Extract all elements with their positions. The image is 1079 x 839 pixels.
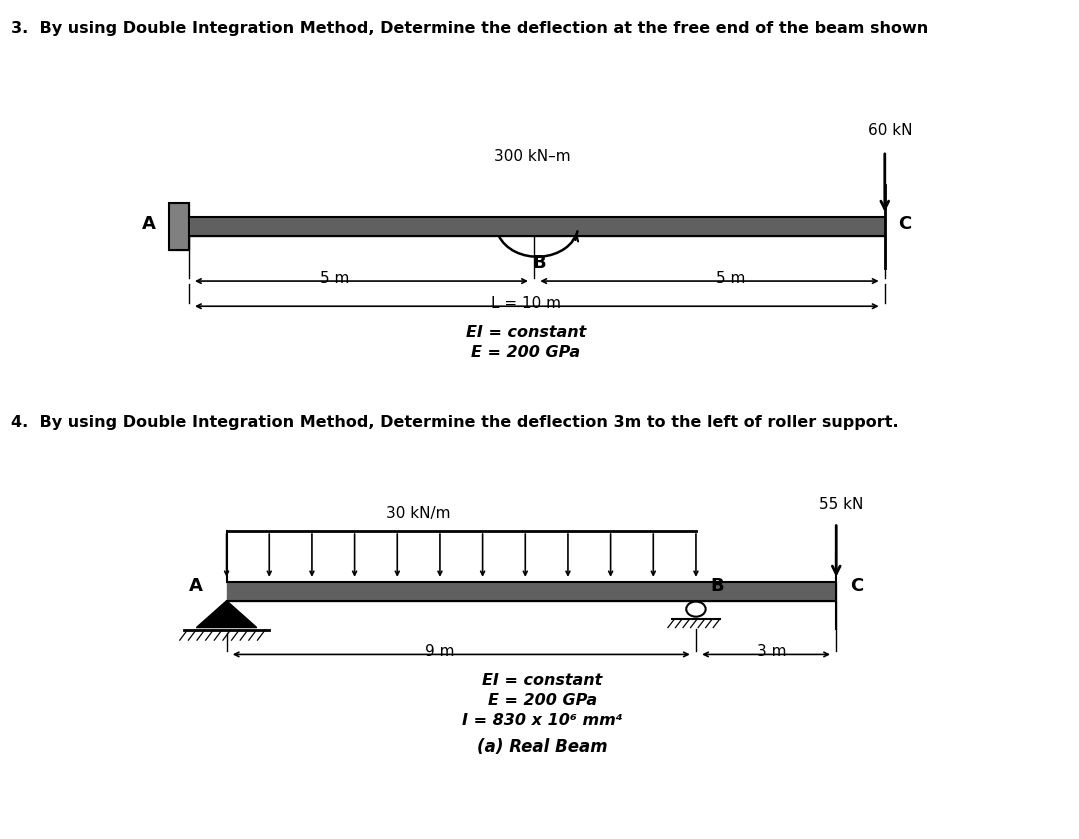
Text: C: C xyxy=(898,215,911,233)
Text: A: A xyxy=(189,577,203,596)
Bar xyxy=(189,217,885,236)
Text: C: C xyxy=(850,577,863,596)
Text: I = 830 x 10⁶ mm⁴: I = 830 x 10⁶ mm⁴ xyxy=(462,713,623,728)
Text: B: B xyxy=(710,577,724,596)
Bar xyxy=(227,582,836,601)
Text: 5 m: 5 m xyxy=(716,271,746,286)
Text: 9 m: 9 m xyxy=(425,644,454,659)
Text: 55 kN: 55 kN xyxy=(819,497,864,512)
Text: EI = constant: EI = constant xyxy=(466,325,586,340)
Bar xyxy=(169,204,189,250)
Text: 4.  By using Double Integration Method, Determine the deflection 3m to the left : 4. By using Double Integration Method, D… xyxy=(11,415,899,430)
Text: EI = constant: EI = constant xyxy=(482,673,602,688)
Text: A: A xyxy=(141,215,155,233)
Polygon shape xyxy=(196,601,257,628)
Text: 3.  By using Double Integration Method, Determine the deflection at the free end: 3. By using Double Integration Method, D… xyxy=(11,21,928,36)
Text: 3 m: 3 m xyxy=(756,644,787,659)
Text: L = 10 m: L = 10 m xyxy=(491,296,561,311)
Text: 60 kN: 60 kN xyxy=(868,123,913,138)
Text: E = 200 GPa: E = 200 GPa xyxy=(472,345,581,360)
Text: 30 kN/m: 30 kN/m xyxy=(386,506,450,521)
Text: E = 200 GPa: E = 200 GPa xyxy=(488,693,597,708)
Text: 300 kN–m: 300 kN–m xyxy=(493,149,571,164)
Text: B: B xyxy=(533,254,546,272)
Bar xyxy=(169,204,189,250)
Text: (a) Real Beam: (a) Real Beam xyxy=(477,738,607,756)
Text: 5 m: 5 m xyxy=(319,271,350,286)
